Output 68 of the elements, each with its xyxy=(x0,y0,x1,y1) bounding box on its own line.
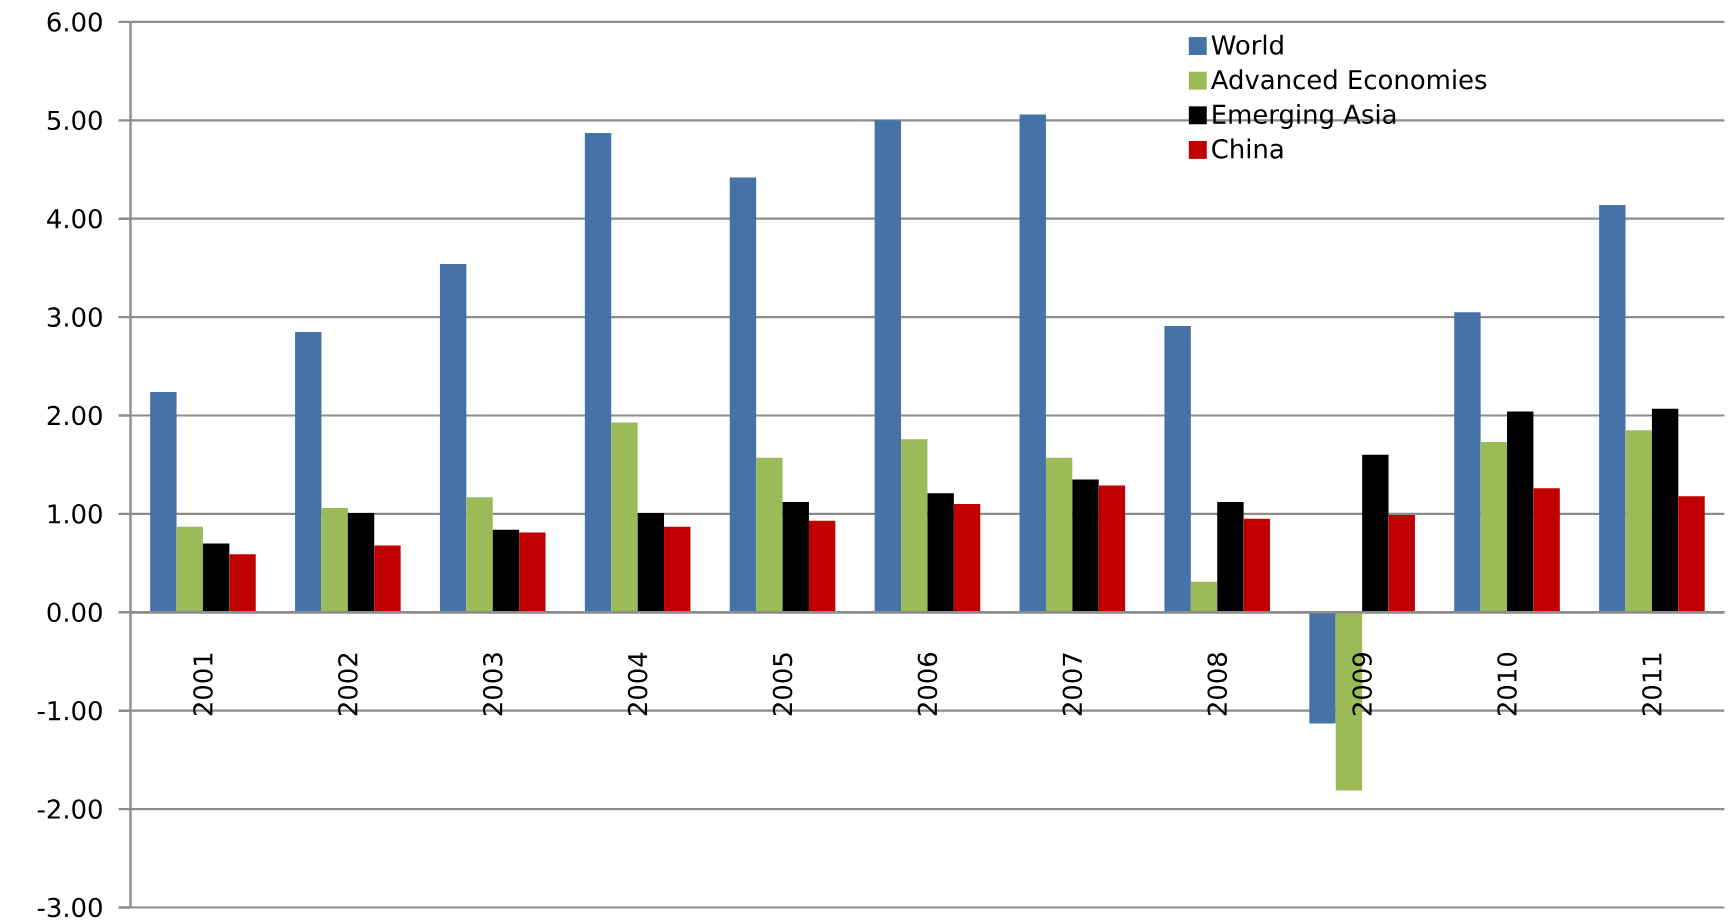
bar xyxy=(611,422,638,613)
bar xyxy=(756,457,783,613)
bar xyxy=(1217,502,1244,613)
bar xyxy=(229,554,256,613)
bar xyxy=(901,439,928,613)
bar xyxy=(492,529,520,613)
bar xyxy=(1454,312,1481,613)
bar xyxy=(729,177,757,613)
x-tick-label: 2008 xyxy=(1207,653,1228,716)
bar xyxy=(150,391,177,613)
bar xyxy=(1309,612,1336,724)
y-tick-label: 3.00 xyxy=(47,307,102,327)
legend-label: Advanced Economies xyxy=(1210,69,1487,90)
bar xyxy=(519,532,546,613)
x-tick-label: 2005 xyxy=(772,653,793,716)
bar xyxy=(1480,442,1508,613)
bar xyxy=(347,512,375,613)
legend-label: Emerging Asia xyxy=(1213,103,1396,130)
legend-label: China xyxy=(1212,138,1283,159)
bar xyxy=(1072,479,1099,613)
bar xyxy=(927,493,954,613)
bar xyxy=(1019,114,1046,613)
bar xyxy=(953,504,981,613)
bar xyxy=(584,133,612,613)
x-tick-label: 2009 xyxy=(1352,653,1372,716)
bar xyxy=(1625,430,1652,613)
bar xyxy=(1164,326,1191,613)
bar xyxy=(637,512,665,613)
bar xyxy=(1388,514,1415,613)
bar xyxy=(295,331,322,613)
bar xyxy=(808,520,836,613)
y-tick-label: 4.00 xyxy=(47,208,102,229)
bar xyxy=(202,543,230,613)
legend-label: World xyxy=(1211,34,1283,55)
bar xyxy=(874,120,902,613)
y-tick-label: 1.00 xyxy=(48,504,102,524)
bar xyxy=(664,526,691,613)
x-tick-label: 2001 xyxy=(193,653,213,716)
x-tick-label: 2003 xyxy=(482,653,503,716)
bar xyxy=(1098,485,1126,613)
x-tick-label: 2006 xyxy=(917,652,938,716)
y-tick-label: 0.00 xyxy=(47,602,102,623)
y-tick-label: 6.00 xyxy=(47,12,102,32)
bar xyxy=(176,526,203,613)
bar xyxy=(1651,408,1679,613)
bar xyxy=(321,508,348,613)
bar xyxy=(782,502,809,613)
bar xyxy=(1507,411,1534,613)
bar xyxy=(1599,204,1626,613)
x-tick-label: 2007 xyxy=(1062,653,1083,716)
y-tick-label: 5.00 xyxy=(47,110,102,131)
y-tick-label: -1.00 xyxy=(37,700,102,721)
y-tick-label: 2.00 xyxy=(47,405,102,426)
bar xyxy=(1533,488,1560,613)
bar xyxy=(1243,518,1271,613)
bar xyxy=(1190,581,1218,613)
y-tick-label: -3.00 xyxy=(37,897,102,918)
y-tick-label: -2.00 xyxy=(37,799,102,819)
bar xyxy=(466,497,493,613)
x-tick-label: 2011 xyxy=(1642,653,1662,716)
bar xyxy=(1362,454,1389,613)
bar xyxy=(374,545,401,613)
bar xyxy=(439,264,467,613)
x-tick-label: 2002 xyxy=(338,653,358,716)
x-tick-label: 2010 xyxy=(1497,653,1517,716)
bar xyxy=(1045,457,1073,613)
x-tick-label: 2004 xyxy=(627,652,648,716)
bar xyxy=(1678,496,1705,613)
